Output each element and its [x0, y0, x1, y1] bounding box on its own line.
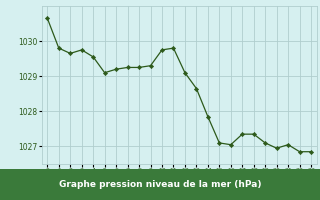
Text: Graphe pression niveau de la mer (hPa): Graphe pression niveau de la mer (hPa) — [59, 180, 261, 189]
